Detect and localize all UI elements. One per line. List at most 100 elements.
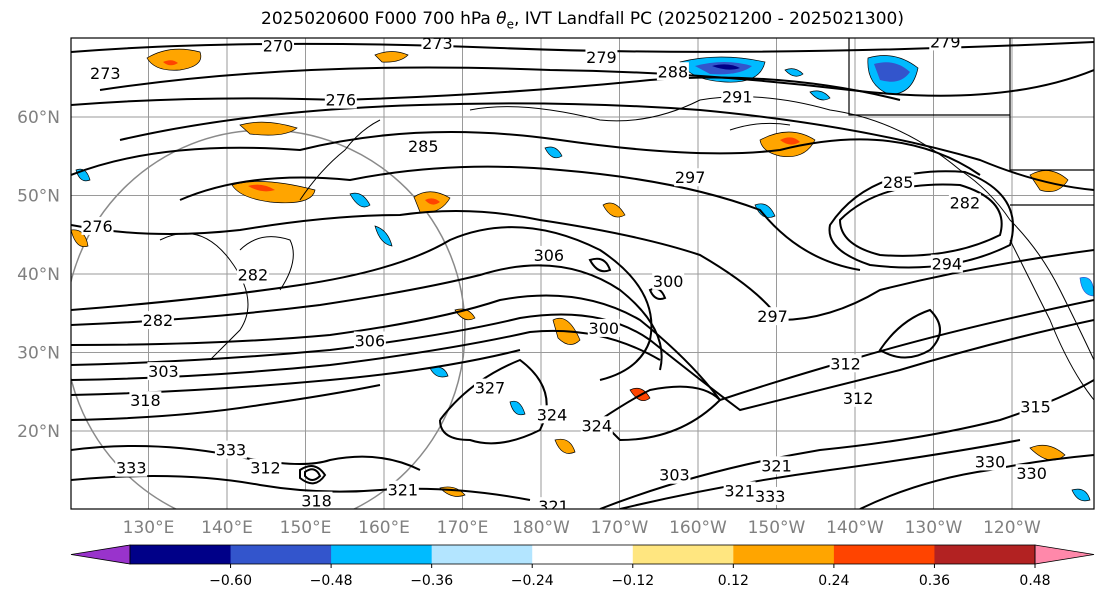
lat-label-30n: 30°N	[17, 344, 60, 364]
shade-patch	[544, 146, 563, 159]
lon-label-130e: 130°E	[123, 518, 175, 538]
contour-line	[588, 257, 612, 273]
colorbar-extend-low	[70, 544, 131, 565]
contour-label: 297	[675, 168, 706, 187]
contour-label: 282	[238, 266, 269, 285]
contour-label: 330	[1016, 464, 1047, 483]
contour-label: 276	[326, 91, 357, 110]
lat-label-60n: 60°N	[17, 108, 60, 128]
contour-label: 333	[216, 441, 247, 460]
shade-patch	[1029, 444, 1066, 461]
title-subscript: e	[506, 17, 514, 32]
shade-patch	[146, 48, 202, 71]
contour-label: 276	[82, 217, 113, 236]
colorbar-segment	[130, 545, 232, 564]
contour-label: 282	[950, 193, 981, 212]
lon-label-120w: 120°W	[983, 518, 1041, 538]
contour-label: 273	[90, 64, 121, 83]
colorbar-tick-label: 0.12	[718, 573, 749, 589]
contour-label-bg	[81, 216, 114, 235]
title-rest: , IVT Landfall PC (2025021200 - 20250213…	[513, 9, 904, 29]
contour-line	[71, 384, 381, 421]
contour-label-bg	[89, 63, 122, 82]
contour-label-bg	[754, 486, 787, 505]
shade-patch	[554, 438, 576, 454]
latitude-labels: 60°N 50°N 40°N 30°N 20°N	[17, 108, 60, 442]
colorbar-tick-label: −0.36	[410, 573, 453, 589]
contour-line	[619, 439, 1021, 509]
pc-shading	[71, 48, 1094, 502]
longitude-labels: 130°E 140°E 150°E 160°E 170°E 180°W 170°…	[123, 518, 1041, 538]
contour-label: 315	[1020, 397, 1051, 416]
contour-label: 279	[930, 32, 961, 51]
region-box	[1009, 38, 1094, 171]
colorbar-segment	[230, 545, 332, 564]
lon-label-160w: 160°W	[669, 518, 727, 538]
colorbar-segment	[733, 545, 835, 564]
contour-label-bg	[587, 318, 620, 337]
coastline	[299, 119, 381, 201]
contour-label-bg	[929, 38, 962, 51]
colorbar-frame	[129, 544, 1036, 565]
title-main: 2025020600 F000 700 hPa	[261, 9, 497, 29]
shade-patch	[874, 62, 910, 82]
contour-label: 285	[883, 173, 914, 192]
contour-label-bg	[760, 456, 793, 475]
shade-patch	[374, 51, 409, 63]
contour-label: 291	[722, 87, 753, 106]
contour-label-bg	[129, 391, 162, 410]
contour-label: 327	[475, 379, 506, 398]
contour-label: 321	[538, 497, 569, 516]
coastline	[239, 236, 294, 291]
coastline	[159, 232, 249, 361]
contour-label-bg	[580, 416, 613, 435]
colorbar-segment	[632, 545, 734, 564]
coastline	[469, 96, 1094, 361]
contour-label-bg	[842, 388, 875, 407]
colorbar-segment	[934, 545, 1036, 564]
contour-label-bg	[974, 452, 1007, 471]
contour-label: 312	[250, 459, 281, 478]
contour-label-bg	[829, 354, 862, 373]
lat-label-40n: 40°N	[17, 265, 60, 285]
contour-label-bg	[537, 497, 570, 509]
contour-label-bg	[674, 168, 707, 187]
contour-label: 306	[534, 246, 565, 265]
contour-line	[119, 102, 1094, 191]
contour-label-bg	[882, 172, 915, 191]
colorbar-segment	[331, 545, 433, 564]
contour-label: 333	[755, 487, 786, 506]
colorbar-tick-label: −0.60	[209, 573, 252, 589]
contour-label-bg	[535, 405, 568, 424]
contour-line	[299, 465, 327, 485]
contour-label-bg	[473, 378, 506, 397]
contour-label-bg	[214, 440, 247, 459]
shade-patch	[1071, 488, 1091, 502]
colorbar-tick-label: 0.36	[919, 573, 950, 589]
contour-label-bg	[652, 271, 685, 290]
contour-label-bg	[1015, 464, 1048, 483]
contour-label-bg	[353, 331, 386, 350]
contour-label-bg	[236, 265, 269, 284]
contour-line	[179, 165, 861, 271]
contour-label: 333	[116, 459, 147, 478]
contour-label: 330	[975, 452, 1006, 471]
contour-label-bg	[249, 458, 282, 477]
colorbar-tick-label: 0.24	[818, 573, 849, 589]
title-theta: θ	[496, 9, 507, 29]
colorbar: −0.60 −0.48 −0.36 −0.24 −0.12 0.12 0.24 0.36 0.4…	[70, 544, 1095, 589]
contour-label: 318	[130, 391, 161, 410]
contour-label: 306	[355, 332, 386, 351]
contour-label: 297	[757, 307, 788, 326]
contour-label: 303	[659, 466, 690, 485]
contour-label: 285	[408, 137, 439, 156]
graticule	[71, 38, 1094, 509]
coastline	[1009, 239, 1094, 401]
contour-label-bg	[723, 481, 756, 500]
colorbar-tick-label: −0.48	[310, 573, 353, 589]
contour-label: 312	[843, 389, 874, 408]
contour-label-bg	[948, 193, 981, 212]
contour-labels: 270 273 273 279 279 288 291 276 285 285 282 297 306 3…	[81, 32, 1052, 516]
contour-label-bg	[930, 254, 963, 273]
colorbar-tick-label: 0.48	[1019, 573, 1050, 589]
